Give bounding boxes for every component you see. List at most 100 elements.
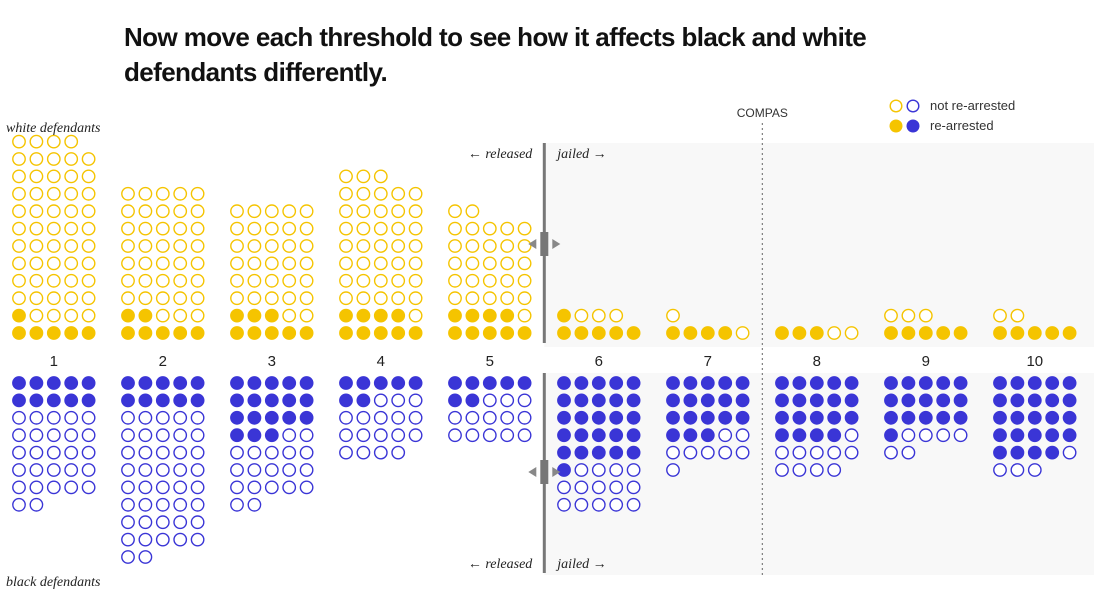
black-threshold-left-arrow-icon [528,467,537,477]
black-col9-rearrested-dot-4 [953,376,968,390]
white-col5-rearrested-dot-4 [517,326,532,340]
white-col2-not-rearrested-dot-11 [173,273,188,288]
black-col2-not-rearrested-dot-9 [190,428,205,443]
black-col2-not-rearrested-dot-1 [138,410,153,425]
white-col9-rearrested-dot-3 [936,326,951,340]
legend-black-rearrested-icon [906,119,920,133]
white-col2-not-rearrested-dot-6 [173,291,188,306]
white-col1-not-rearrested-dot-44 [12,152,26,166]
white-threshold-handle[interactable] [540,232,549,256]
black-col1-not-rearrested-dot-20 [12,480,26,495]
black-col2-not-rearrested-dot-5 [121,428,135,443]
black-col1-rearrested-dot-0 [12,376,26,390]
white-col2-not-rearrested-dot-16 [173,256,188,271]
black-col5-not-rearrested-dot-1 [500,393,515,408]
white-col3-not-rearrested-dot-4 [264,291,279,306]
white-col2-not-rearrested-dot-28 [121,204,135,219]
black-col2-not-rearrested-dot-33 [173,515,188,530]
black-col7-rearrested-dot-5 [666,393,680,408]
black-col3-rearrested-dot-2 [264,376,279,390]
black-col3-rearrested-dot-10 [230,410,244,425]
black-col2-not-rearrested-dot-11 [138,445,153,460]
white-col5-not-rearrested-dot-8 [482,273,497,288]
black-col8-rearrested-dot-10 [775,410,789,425]
black-jailed-label: jailed → [555,557,606,572]
black-col2-not-rearrested-dot-20 [121,480,135,495]
black-col10-rearrested-dot-13 [1045,410,1060,425]
black-col4-not-rearrested-dot-7 [408,410,423,425]
black-col7-rearrested-dot-9 [735,393,750,408]
black-col1-rearrested-dot-1 [29,376,44,390]
black-col10-rearrested-dot-0 [993,376,1007,390]
black-col2-not-rearrested-dot-29 [190,497,205,512]
black-col4-not-rearrested-dot-12 [408,428,423,443]
white-col4-not-rearrested-dot-20 [408,239,423,253]
white-col5-rearrested-dot-1 [465,326,480,340]
black-col3-not-rearrested-dot-14 [264,480,279,495]
white-col4-not-rearrested-dot-2 [356,291,371,306]
black-col1-not-rearrested-dot-26 [29,497,44,512]
white-col1-not-rearrested-dot-45 [29,152,44,166]
black-col1-not-rearrested-dot-6 [29,428,44,443]
black-col7-rearrested-dot-3 [718,376,733,390]
white-col3-rearrested-dot-6 [247,308,262,323]
white-col3-not-rearrested-dot-21 [299,239,314,253]
black-col7-not-rearrested-dot-0 [718,428,733,443]
white-col3-not-rearrested-dot-10 [282,273,297,288]
black-col5-not-rearrested-dot-0 [482,393,497,408]
black-col7-rearrested-dot-10 [666,410,680,425]
white-col3-not-rearrested-dot-16 [299,256,314,271]
white-col3-not-rearrested-dot-2 [230,291,244,306]
black-col2-not-rearrested-dot-25 [121,497,135,512]
black-col8-rearrested-dot-9 [844,393,859,408]
black-col2-not-rearrested-dot-15 [121,463,135,477]
black-col4-rearrested-dot-2 [373,376,388,390]
black-col6-rearrested-dot-14 [626,410,641,425]
score-label-2: 2 [159,353,167,370]
white-col3-rearrested-dot-7 [264,308,279,323]
black-threshold-handle[interactable] [540,460,549,484]
white-col5-not-rearrested-dot-16 [448,239,462,253]
black-col5-not-rearrested-dot-4 [465,410,480,425]
black-col3-rearrested-dot-6 [247,393,262,408]
black-col4-not-rearrested-dot-8 [339,428,353,443]
white-released-label: ← released [468,147,533,162]
black-col2-rearrested-dot-7 [155,393,170,408]
black-col3-not-rearrested-dot-15 [282,480,297,495]
headline: Now move each threshold to see how it af… [124,22,867,87]
white-col9-rearrested-dot-1 [901,326,916,340]
black-col8-rearrested-dot-3 [827,376,842,390]
black-col6-not-rearrested-dot-7 [609,480,624,495]
white-col2-not-rearrested-dot-34 [138,186,153,201]
white-col3-not-rearrested-dot-0 [282,308,297,323]
black-col2-not-rearrested-dot-22 [155,480,170,495]
white-col1-not-rearrested-dot-21 [46,239,61,253]
white-defendants-label: white defendants [6,121,101,136]
white-col5-not-rearrested-dot-14 [500,256,515,271]
black-col3-rearrested-dot-15 [230,428,244,443]
black-col1-not-rearrested-dot-5 [12,428,26,443]
black-col8-not-rearrested-dot-6 [775,463,789,477]
black-col2-not-rearrested-dot-41 [138,550,153,564]
white-col2-not-rearrested-dot-20 [155,239,170,253]
white-col1-not-rearrested-dot-24 [12,221,26,236]
black-col8-not-rearrested-dot-9 [827,463,842,477]
dots-layer [12,134,1077,564]
white-col2-not-rearrested-dot-17 [190,256,205,271]
legend-white-rearrested-icon [889,119,903,133]
white-col1-not-rearrested-dot-51 [46,134,61,149]
black-col1-not-rearrested-dot-11 [29,445,44,460]
black-col10-rearrested-dot-10 [993,410,1007,425]
white-col3-not-rearrested-dot-8 [247,273,262,288]
black-col1-not-rearrested-dot-4 [81,410,96,425]
white-col1-not-rearrested-dot-22 [64,239,79,253]
score-label-1: 1 [50,353,58,370]
white-col2-not-rearrested-dot-33 [121,186,135,201]
black-col10-not-rearrested-dot-2 [1010,463,1025,477]
white-col1-not-rearrested-dot-12 [64,273,79,288]
black-col6-rearrested-dot-17 [591,428,606,443]
black-col6-rearrested-dot-2 [591,376,606,390]
black-col3-not-rearrested-dot-0 [282,428,297,443]
white-col1-rearrested-dot-4 [81,326,96,340]
white-col3-rearrested-dot-2 [264,326,279,340]
